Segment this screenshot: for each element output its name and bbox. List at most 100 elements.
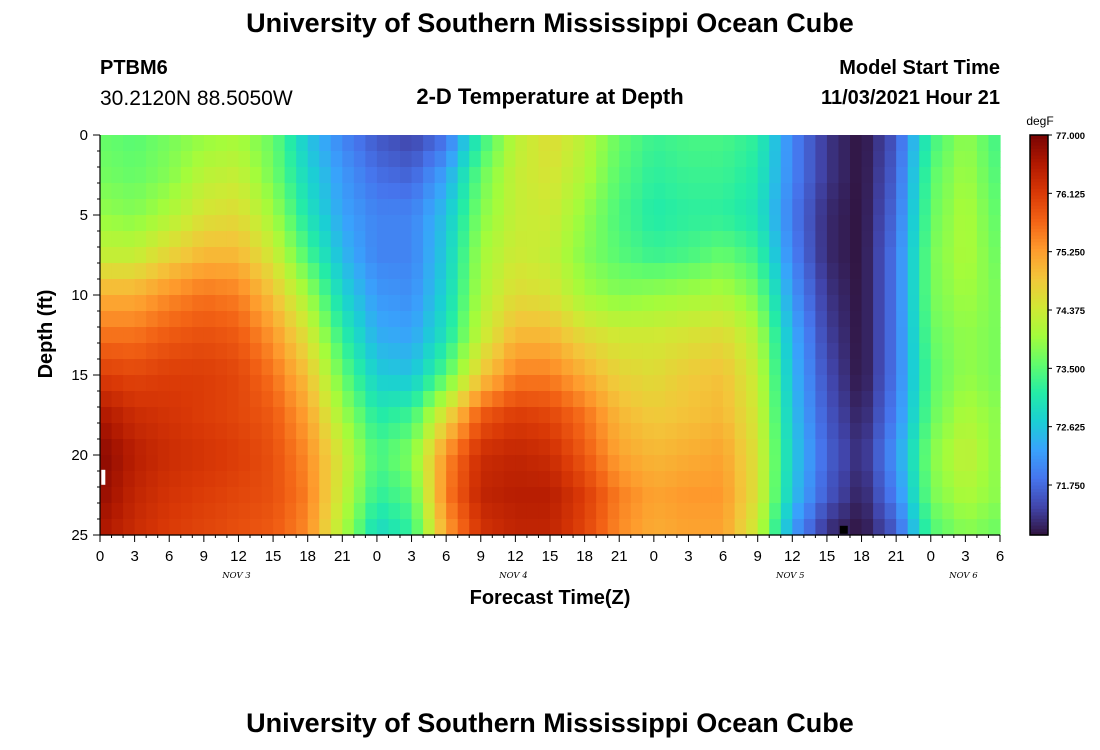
heatmap-cell [584, 183, 597, 200]
heatmap-cell [965, 359, 978, 376]
heatmap-cell [838, 167, 851, 184]
heatmap-cell [480, 343, 493, 360]
heatmap-cell [919, 359, 932, 376]
heatmap-cell [250, 407, 263, 424]
colorbar-swatch [1030, 495, 1048, 499]
heatmap-cell [780, 183, 793, 200]
heatmap-cell [388, 231, 401, 248]
heatmap-cell [896, 359, 909, 376]
heatmap-cell [596, 135, 609, 152]
heatmap-cell [561, 199, 574, 216]
heatmap-cell [757, 519, 770, 536]
heatmap-cell [815, 503, 828, 520]
heatmap-cell [780, 391, 793, 408]
heatmap-cell [238, 263, 251, 280]
colorbar-swatch [1030, 375, 1048, 379]
heatmap-cell [930, 231, 943, 248]
heatmap-cell [826, 407, 840, 424]
heatmap-cell [919, 199, 932, 216]
heatmap-cell [134, 295, 147, 312]
heatmap-cell [792, 503, 805, 520]
heatmap-cell [942, 359, 955, 376]
heatmap-cell [319, 327, 332, 344]
heatmap-cell [884, 327, 897, 344]
heatmap-cell [746, 183, 759, 200]
heatmap-cell [953, 263, 966, 280]
heatmap-cell [365, 151, 378, 168]
heatmap-cell [700, 343, 713, 360]
heatmap-cell [907, 359, 920, 376]
heatmap-cell [376, 151, 390, 168]
heatmap-cell [446, 279, 459, 296]
heatmap-cell [700, 215, 713, 232]
colorbar-swatch [1030, 205, 1048, 209]
heatmap-cell [169, 279, 182, 296]
heatmap-cell [642, 151, 655, 168]
heatmap-cell [411, 439, 424, 456]
x-tick-label: 9 [477, 548, 485, 565]
heatmap-cell [723, 199, 736, 216]
heatmap-cell [157, 391, 170, 408]
heatmap-cell [180, 135, 193, 152]
heatmap-cell [607, 455, 620, 472]
heatmap-cell [457, 407, 470, 424]
heatmap-cell [538, 167, 551, 184]
heatmap-cell [480, 375, 493, 392]
heatmap-cell [838, 327, 851, 344]
heatmap-cell [250, 279, 263, 296]
heatmap-cell [273, 471, 286, 488]
heatmap-cell [434, 295, 447, 312]
heatmap-cell [296, 423, 309, 440]
heatmap-cell [423, 455, 436, 472]
heatmap-cell [261, 295, 274, 312]
heatmap-cell [446, 215, 459, 232]
heatmap-cell [757, 471, 770, 488]
colorbar-swatch [1030, 291, 1048, 296]
heatmap-cell [469, 167, 482, 184]
heatmap-cell [146, 151, 159, 168]
heatmap-cell [850, 215, 863, 232]
heatmap-cell [469, 279, 482, 296]
heatmap-cell [619, 231, 632, 248]
heatmap-cell [607, 247, 620, 264]
colorbar-swatch [1030, 168, 1048, 173]
heatmap-cell [792, 295, 805, 312]
heatmap-cell [515, 503, 528, 520]
colorbar-swatch [1030, 445, 1048, 449]
colorbar-swatch [1030, 428, 1048, 433]
heatmap-cell [573, 391, 586, 408]
heatmap-cell [411, 407, 424, 424]
heatmap-cell [376, 135, 390, 152]
heatmap-cell [803, 487, 816, 504]
heatmap-cell [769, 327, 782, 344]
heatmap-cell [792, 423, 805, 440]
heatmap-cell [988, 183, 1001, 200]
heatmap-cell [746, 471, 759, 488]
heatmap-cell [180, 151, 193, 168]
heatmap-cell [780, 455, 793, 472]
heatmap-cell [215, 263, 228, 280]
heatmap-cell [861, 391, 874, 408]
heatmap-cell [123, 439, 136, 456]
heatmap-cell [169, 423, 182, 440]
heatmap-cell [319, 487, 332, 504]
heatmap-cell [100, 215, 113, 232]
heatmap-cell [423, 279, 436, 296]
colorbar-swatch [1030, 251, 1048, 256]
heatmap-cell [723, 359, 736, 376]
heatmap-cell [815, 407, 828, 424]
heatmap-cell [250, 359, 263, 376]
heatmap-cell [446, 295, 459, 312]
heatmap-cell [250, 327, 263, 344]
heatmap-cell [630, 295, 643, 312]
heatmap-cell [330, 359, 343, 376]
heatmap-cell [226, 167, 240, 184]
heatmap-cell [526, 135, 540, 152]
heatmap-cell [192, 391, 205, 408]
heatmap-cell [596, 151, 609, 168]
heatmap-cell [538, 231, 551, 248]
heatmap-cell [884, 311, 897, 328]
heatmap-cell [988, 343, 1001, 360]
heatmap-cell [769, 519, 782, 536]
heatmap-cell [526, 407, 540, 424]
